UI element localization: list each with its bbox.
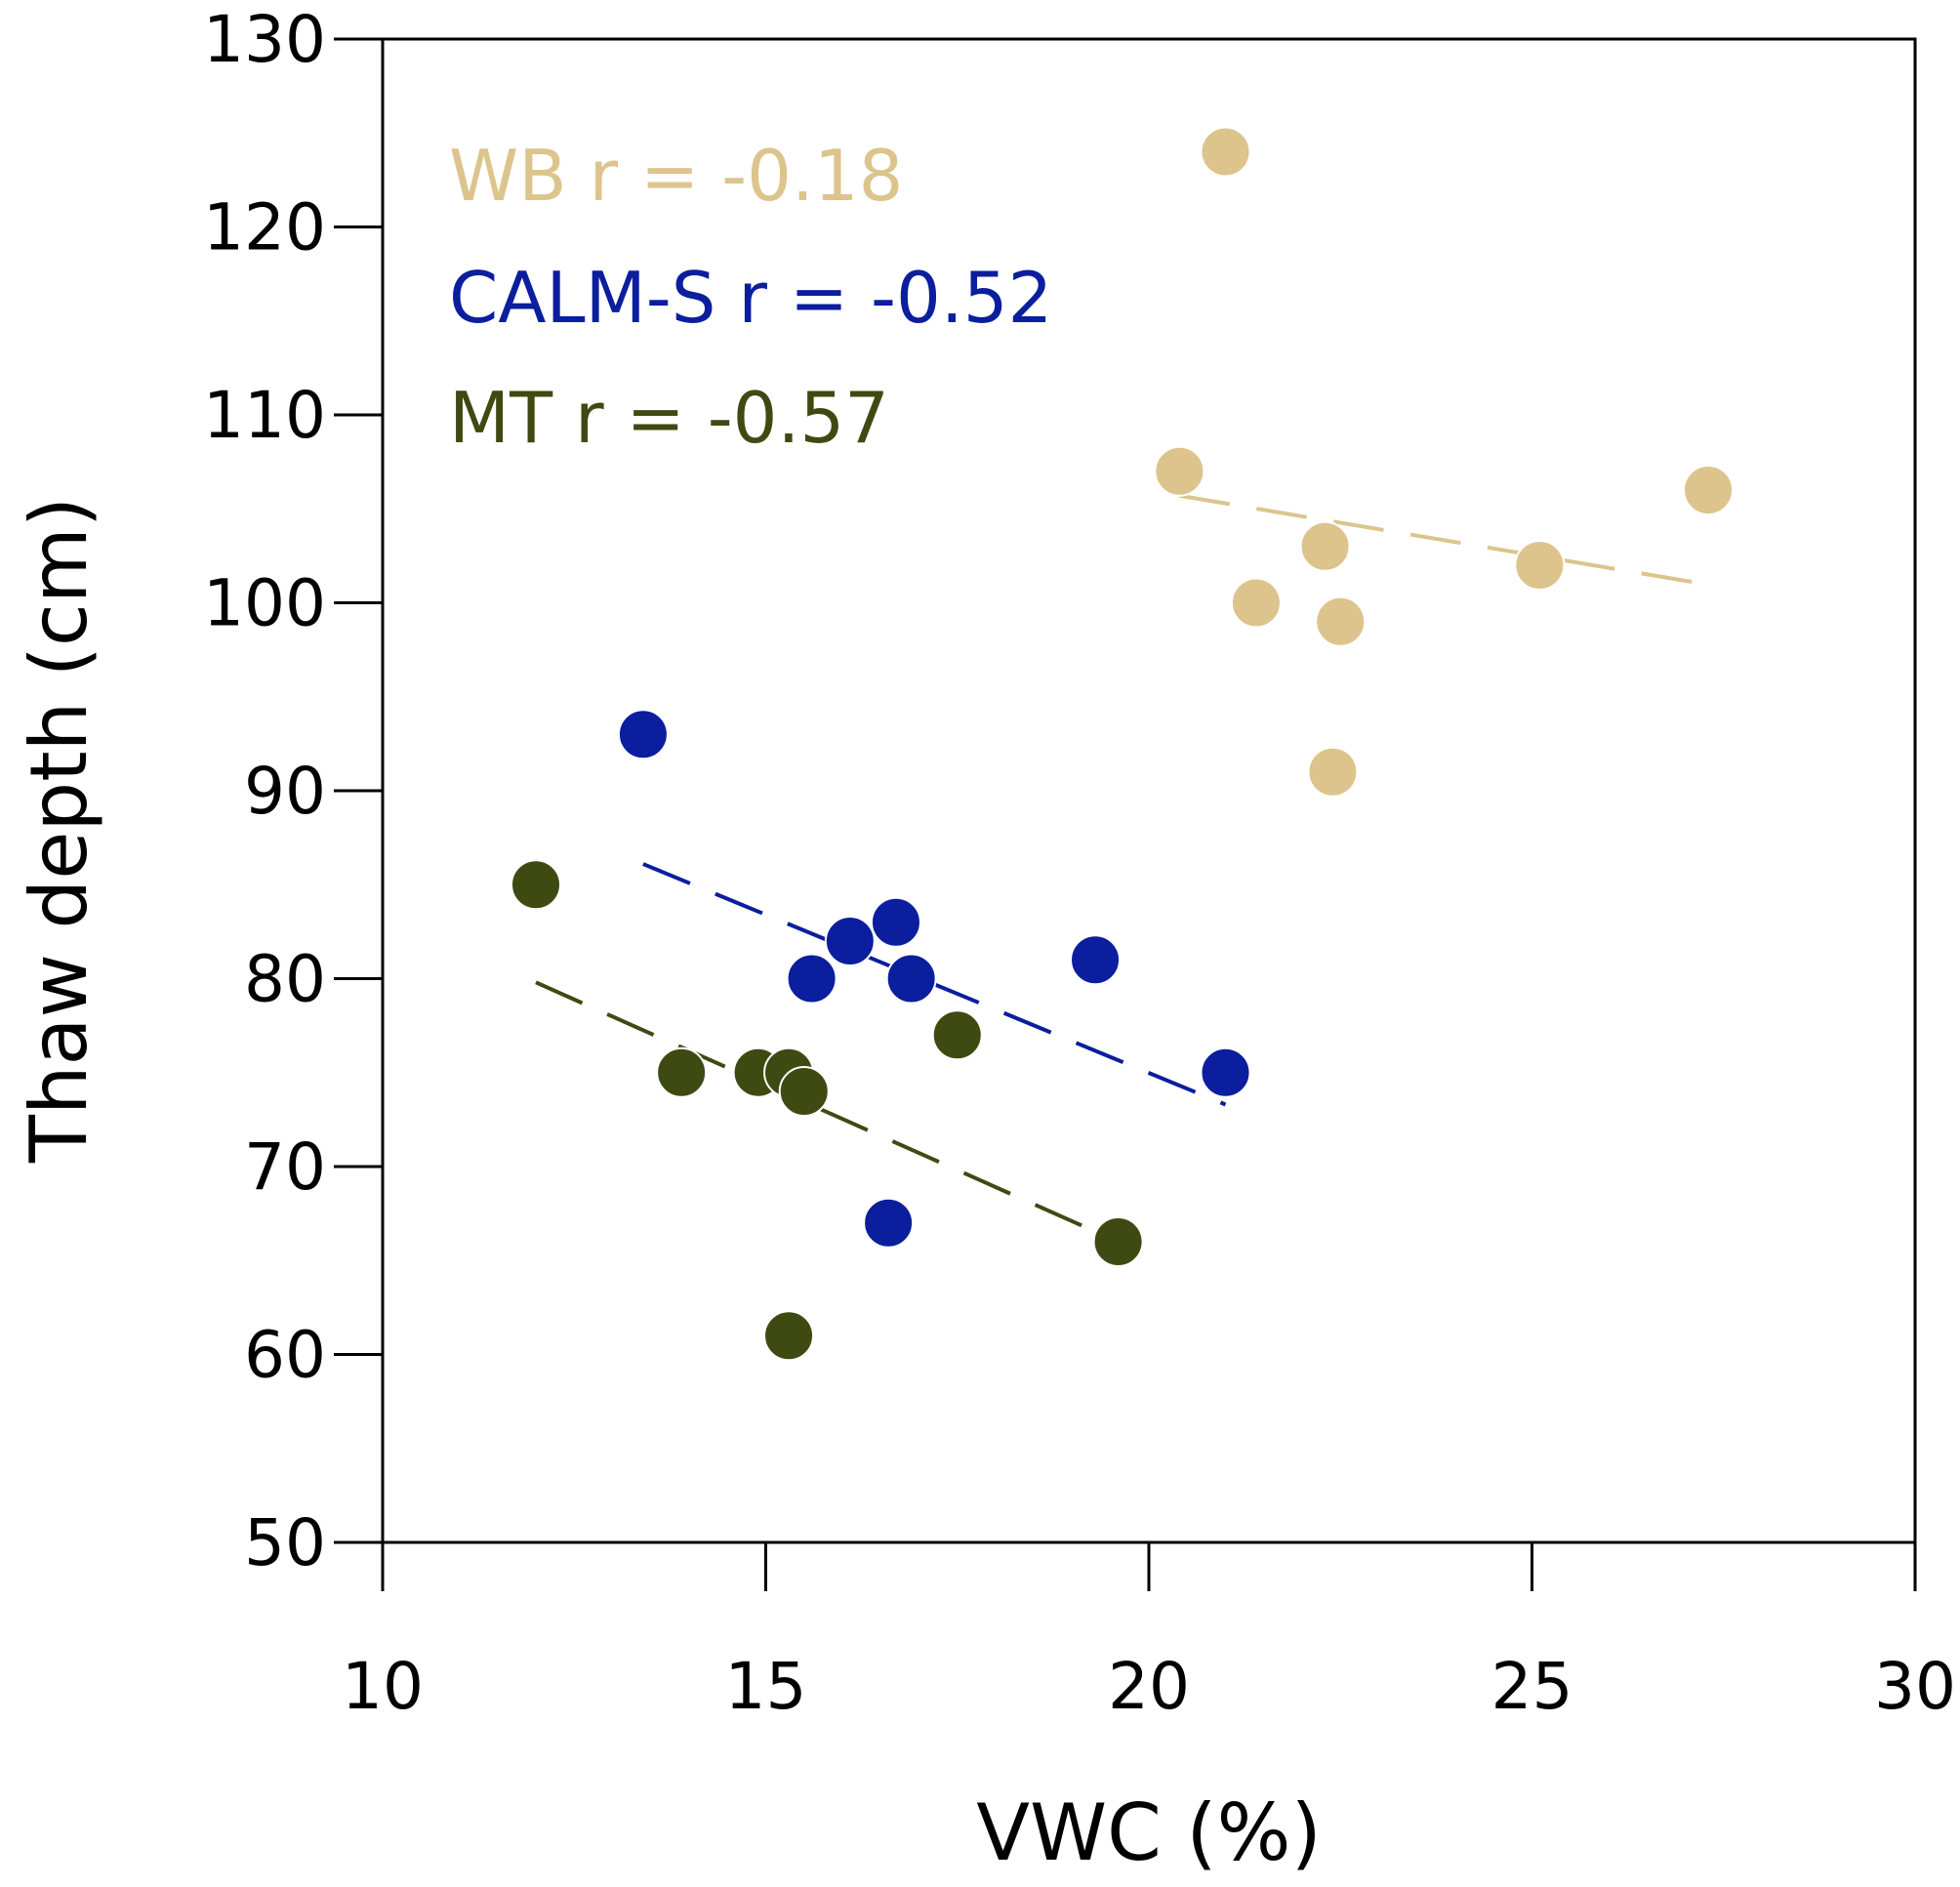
data-point-calm-s bbox=[824, 916, 876, 966]
y-tick-label: 100 bbox=[203, 566, 326, 641]
data-point-calm-s bbox=[863, 1197, 915, 1249]
y-tick-label: 130 bbox=[203, 2, 326, 77]
data-point-wb bbox=[1683, 465, 1735, 515]
y-tick-label: 90 bbox=[244, 754, 326, 829]
data-point-wb bbox=[1230, 577, 1282, 629]
data-point-mt bbox=[931, 1009, 983, 1061]
trend-lines bbox=[535, 493, 1717, 1244]
y-axis-title: Thaw depth (cm) bbox=[14, 497, 104, 1164]
legend-entry-wb: WB r = -0.18 bbox=[449, 135, 903, 217]
trend-line-wb bbox=[1179, 493, 1717, 589]
legend-entry-calm-s: CALM-S r = -0.52 bbox=[449, 257, 1052, 339]
x-tick-label: 30 bbox=[1874, 1649, 1956, 1724]
data-points bbox=[510, 126, 1735, 1362]
data-point-wb bbox=[1154, 445, 1205, 497]
y-tick-label: 50 bbox=[244, 1505, 326, 1580]
data-point-wb bbox=[1315, 595, 1367, 647]
y-tick-label: 110 bbox=[203, 378, 326, 453]
tick-labels: 50 60 70 80 90 100 110 120 130 10 15 20 25 30 bbox=[203, 2, 1956, 1724]
y-tick-label: 80 bbox=[244, 942, 326, 1017]
y-tick-label: 120 bbox=[203, 190, 326, 266]
x-axis-title: VWC (%) bbox=[976, 1787, 1322, 1878]
data-point-calm-s bbox=[885, 953, 937, 1005]
data-point-mt bbox=[763, 1310, 815, 1362]
axis-ticks bbox=[334, 37, 1917, 1591]
x-tick-label: 15 bbox=[725, 1649, 807, 1724]
x-tick-label: 25 bbox=[1491, 1649, 1573, 1724]
trend-line-mt bbox=[535, 980, 1120, 1244]
data-point-calm-s bbox=[1200, 1046, 1251, 1098]
x-tick-label: 20 bbox=[1108, 1649, 1190, 1724]
data-point-mt bbox=[656, 1046, 708, 1098]
data-point-calm-s bbox=[786, 953, 837, 1005]
x-tick-label: 10 bbox=[342, 1649, 424, 1724]
data-point-calm-s bbox=[1070, 934, 1122, 986]
y-tick-label: 60 bbox=[244, 1318, 326, 1393]
data-point-mt bbox=[1092, 1216, 1144, 1267]
data-point-calm-s bbox=[870, 896, 921, 948]
legend-entry-mt: MT r = -0.57 bbox=[449, 377, 889, 459]
data-point-wb bbox=[1299, 520, 1351, 572]
y-tick-label: 70 bbox=[244, 1129, 326, 1205]
legend: WB r = -0.18 CALM-S r = -0.52 MT r = -0.57 bbox=[449, 135, 1052, 459]
data-point-wb bbox=[1307, 746, 1359, 798]
data-point-wb bbox=[1200, 126, 1251, 178]
data-point-wb bbox=[1514, 540, 1566, 591]
data-point-calm-s bbox=[617, 709, 669, 760]
data-point-mt bbox=[778, 1066, 830, 1117]
data-point-mt bbox=[510, 859, 561, 911]
